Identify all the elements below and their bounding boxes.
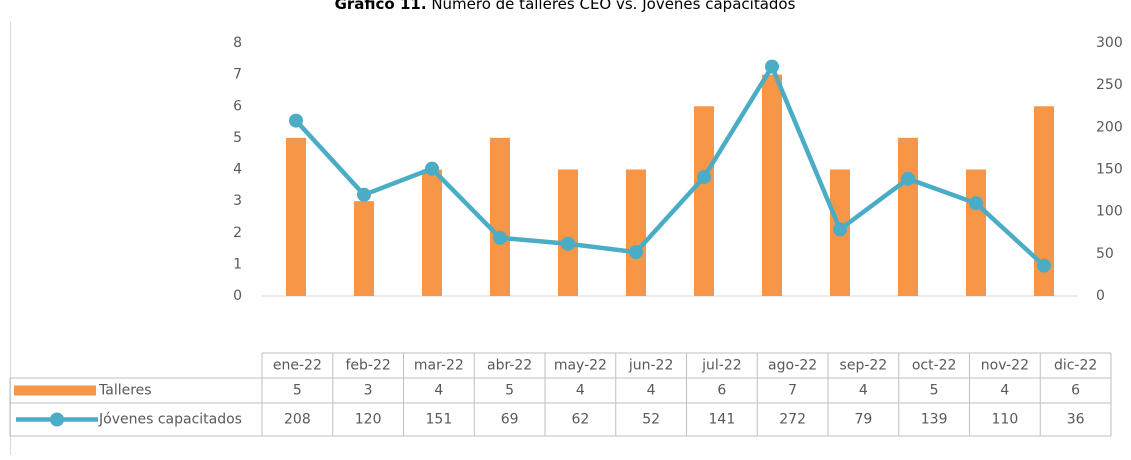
y-tick-label: 5 bbox=[233, 130, 242, 146]
x-tick-label: nov-22 bbox=[981, 358, 1029, 374]
table-cell: 208 bbox=[284, 412, 311, 428]
table-cell: 5 bbox=[505, 383, 514, 399]
y-tick-label: 4 bbox=[233, 162, 242, 178]
y2-tick-label: 150 bbox=[1096, 162, 1123, 178]
legend-swatch bbox=[14, 385, 96, 396]
x-tick-label: abr-22 bbox=[487, 358, 532, 374]
point bbox=[289, 113, 303, 128]
table-cell: 52 bbox=[642, 412, 660, 428]
y-tick-label: 1 bbox=[233, 256, 242, 272]
table-cell: 4 bbox=[576, 383, 585, 399]
bar bbox=[898, 137, 918, 296]
y2-tick-label: 50 bbox=[1096, 246, 1114, 262]
point bbox=[833, 222, 847, 237]
x-tick-label: ago-22 bbox=[768, 358, 817, 374]
table-cell: 7 bbox=[788, 383, 797, 399]
point bbox=[357, 187, 371, 202]
y-tick-label: 2 bbox=[233, 225, 242, 241]
legend-label: Talleres bbox=[98, 383, 152, 399]
point bbox=[561, 236, 575, 251]
bar bbox=[694, 106, 714, 296]
legend-label: Jóvenes capacitados bbox=[98, 412, 242, 428]
table-cell: 6 bbox=[717, 383, 726, 399]
bar bbox=[762, 74, 782, 296]
table-cell: 110 bbox=[992, 412, 1019, 428]
point bbox=[629, 245, 643, 260]
point bbox=[1037, 258, 1051, 273]
table-cell: 69 bbox=[501, 412, 519, 428]
table-cell: 3 bbox=[364, 383, 373, 399]
x-tick-label: jul-22 bbox=[701, 358, 742, 374]
table-cell: 4 bbox=[859, 383, 868, 399]
table-cell: 4 bbox=[1000, 383, 1009, 399]
table-cell: 6 bbox=[1071, 383, 1080, 399]
table-cell: 4 bbox=[434, 383, 443, 399]
x-tick-label: may-22 bbox=[554, 358, 607, 374]
x-tick-label: mar-22 bbox=[414, 358, 464, 374]
x-tick-label: ene-22 bbox=[273, 358, 322, 374]
x-tick-label: feb-22 bbox=[345, 358, 390, 374]
table-cell: 141 bbox=[709, 412, 736, 428]
point bbox=[901, 171, 915, 186]
table-cell: 62 bbox=[571, 412, 589, 428]
y-tick-label: 0 bbox=[233, 288, 242, 304]
table-cell: 36 bbox=[1067, 412, 1085, 428]
y-tick-label: 8 bbox=[233, 35, 242, 51]
bar bbox=[558, 169, 578, 296]
y2-tick-label: 100 bbox=[1096, 204, 1123, 220]
y2-tick-label: 300 bbox=[1096, 35, 1123, 51]
table-cell: 120 bbox=[355, 412, 382, 428]
table-cell: 272 bbox=[779, 412, 806, 428]
table-cell: 5 bbox=[293, 383, 302, 399]
bar bbox=[966, 169, 986, 296]
table-cell: 151 bbox=[426, 412, 453, 428]
y2-tick-label: 0 bbox=[1096, 288, 1105, 304]
y-tick-label: 3 bbox=[233, 193, 242, 209]
bar bbox=[626, 169, 646, 296]
table-cell: 5 bbox=[930, 383, 939, 399]
x-tick-label: jun-22 bbox=[628, 358, 674, 374]
y2-tick-label: 250 bbox=[1096, 77, 1123, 93]
bar bbox=[286, 137, 306, 296]
title-number: Gráfico 11. bbox=[335, 0, 427, 13]
y2-tick-label: 200 bbox=[1096, 119, 1123, 135]
y-tick-label: 7 bbox=[233, 67, 242, 83]
chart-title: Gráfico 11. Número de talleres CEO vs. J… bbox=[335, 0, 796, 13]
bar bbox=[422, 169, 442, 296]
point bbox=[493, 230, 507, 245]
line bbox=[294, 64, 1046, 268]
x-tick-label: oct-22 bbox=[912, 358, 957, 374]
table-cell: 139 bbox=[921, 412, 948, 428]
point bbox=[425, 161, 439, 176]
legend-marker bbox=[50, 412, 64, 427]
point bbox=[969, 196, 983, 211]
table-cell: 79 bbox=[854, 412, 872, 428]
bar bbox=[354, 201, 374, 296]
y-tick-label: 6 bbox=[233, 98, 242, 114]
point bbox=[697, 170, 711, 185]
bar bbox=[490, 137, 510, 296]
bar bbox=[1034, 106, 1054, 296]
table-cell: 4 bbox=[647, 383, 656, 399]
point bbox=[765, 59, 779, 74]
title-text: Número de talleres CEO vs. Jóvenes capac… bbox=[431, 0, 795, 13]
x-tick-label: dic-22 bbox=[1054, 358, 1097, 374]
x-tick-label: sep-22 bbox=[840, 358, 888, 374]
